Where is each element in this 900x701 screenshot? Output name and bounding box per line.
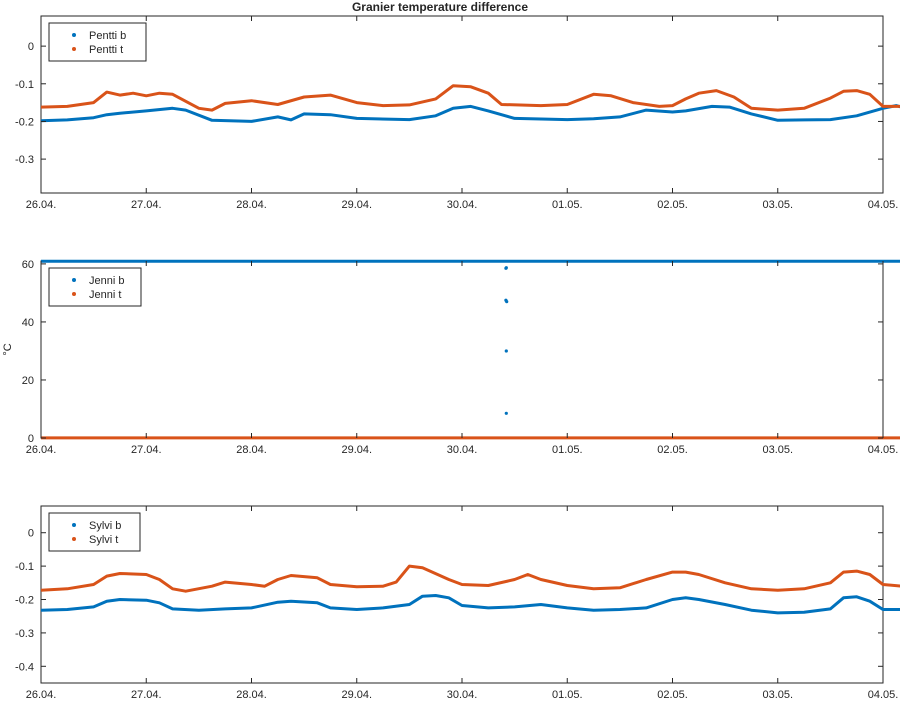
sylvi-legend-label: Sylvi t xyxy=(89,534,118,546)
pentti-y-tick-label: -0.2 xyxy=(15,116,34,128)
pentti-series-b-trace xyxy=(40,104,900,123)
sylvi-y-tick-label: -0.4 xyxy=(15,661,34,673)
jenni-x-tick-label: 04.05. xyxy=(868,444,899,456)
sylvi-y-tick-label: 0 xyxy=(28,528,34,540)
pentti-panel: 26.04. 27.04. 28.04. 29.04. 30.04. 01.05. 02.0… xyxy=(15,15,900,211)
jenni-x-tick-label: 30.04. xyxy=(447,444,478,456)
jenni-x-tick-label: 26.04. xyxy=(26,444,57,456)
sylvi-x-tick-label: 29.04. xyxy=(341,689,372,701)
pentti-legend-box xyxy=(48,22,147,62)
pentti-legend: Pentti b Pentti t xyxy=(48,22,147,62)
pentti-y-tick-label: 0 xyxy=(28,41,34,53)
pentti-axes-frame xyxy=(40,15,884,194)
sylvi-series-b-trace xyxy=(40,594,900,615)
pentti-x-tick-label: 27.04. xyxy=(131,199,162,211)
jenni-y-axis-label: °C xyxy=(2,343,14,355)
jenni-outlier-point xyxy=(504,349,508,353)
jenni-legend: Jenni b Jenni t xyxy=(48,267,142,307)
sylvi-x-tick-label: 01.05. xyxy=(552,689,583,701)
sylvi-legend-marker xyxy=(72,523,76,527)
jenni-legend-label: Jenni b xyxy=(89,275,124,287)
sylvi-x-tick-label: 04.05. xyxy=(868,689,899,701)
jenni-legend-marker xyxy=(72,292,76,296)
pentti-x-tick-label: 30.04. xyxy=(447,199,478,211)
sylvi-axes-frame xyxy=(40,505,884,684)
sylvi-y-tick-label: -0.2 xyxy=(15,595,34,607)
pentti-legend-marker xyxy=(72,47,76,51)
sylvi-series-b xyxy=(40,594,900,615)
sylvi-x-tick-label: 03.05. xyxy=(762,689,793,701)
jenni-x-tick-label: 02.05. xyxy=(657,444,688,456)
jenni-x-tick-label: 29.04. xyxy=(341,444,372,456)
jenni-legend-label: Jenni t xyxy=(89,289,121,301)
pentti-x-tick-label: 02.05. xyxy=(657,199,688,211)
sylvi-legend: Sylvi b Sylvi t xyxy=(48,512,141,552)
sylvi-legend-box xyxy=(48,512,141,552)
jenni-y-tick-label: 20 xyxy=(22,375,34,387)
jenni-x-tick-label: 27.04. xyxy=(131,444,162,456)
pentti-series-t-trace xyxy=(40,84,900,112)
jenni-legend-box xyxy=(48,267,142,307)
jenni-axes-frame xyxy=(40,260,884,439)
sylvi-series-t-trace xyxy=(40,564,900,593)
sylvi-panel: 26.04. 27.04. 28.04. 29.04. 30.04. 01.05. 02.0… xyxy=(15,505,900,701)
pentti-series-t xyxy=(40,84,900,112)
sylvi-x-tick-label: 30.04. xyxy=(447,689,478,701)
jenni-y-tick-label: 40 xyxy=(22,317,34,329)
pentti-legend-marker xyxy=(72,33,76,37)
sylvi-series-t xyxy=(40,564,900,593)
sylvi-x-tick-label: 02.05. xyxy=(657,689,688,701)
jenni-panel: 26.04. 27.04. 28.04. 29.04. 30.04. 01.05. 02.0… xyxy=(2,259,900,456)
sylvi-legend-label: Sylvi b xyxy=(89,520,121,532)
sylvi-x-tick-label: 26.04. xyxy=(26,689,57,701)
pentti-series-b xyxy=(40,104,900,123)
panels: 26.04. 27.04. 28.04. 29.04. 30.04. 01.05. 02.0… xyxy=(2,15,900,701)
sylvi-y-tick-label: -0.1 xyxy=(15,561,34,573)
sylvi-x-tick-label: 28.04. xyxy=(236,689,267,701)
pentti-x-tick-label: 03.05. xyxy=(762,199,793,211)
jenni-outlier-point xyxy=(505,300,509,304)
jenni-x-tick-label: 01.05. xyxy=(552,444,583,456)
sylvi-legend-marker xyxy=(72,537,76,541)
sylvi-y-tick-label: -0.3 xyxy=(15,628,34,640)
pentti-x-tick-label: 28.04. xyxy=(236,199,267,211)
pentti-x-tick-label: 29.04. xyxy=(341,199,372,211)
jenni-x-tick-label: 03.05. xyxy=(762,444,793,456)
pentti-legend-label: Pentti t xyxy=(89,44,123,56)
jenni-x-tick-label: 28.04. xyxy=(236,444,267,456)
figure-title: Granier temperature difference xyxy=(352,0,528,14)
jenni-series-b xyxy=(41,259,900,415)
pentti-x-tick-label: 01.05. xyxy=(552,199,583,211)
sylvi-x-tick-label: 27.04. xyxy=(131,689,162,701)
jenni-outlier-point xyxy=(504,266,508,270)
jenni-y-tick-label: 60 xyxy=(22,259,34,271)
pentti-x-tick-label: 26.04. xyxy=(26,199,57,211)
jenni-legend-marker xyxy=(72,278,76,282)
pentti-legend-label: Pentti b xyxy=(89,30,126,42)
pentti-y-tick-label: -0.3 xyxy=(15,154,34,166)
pentti-x-tick-label: 04.05. xyxy=(868,199,899,211)
jenni-outlier-point xyxy=(504,411,508,415)
jenni-y-tick-label: 0 xyxy=(28,433,34,445)
pentti-y-tick-label: -0.1 xyxy=(15,79,34,91)
